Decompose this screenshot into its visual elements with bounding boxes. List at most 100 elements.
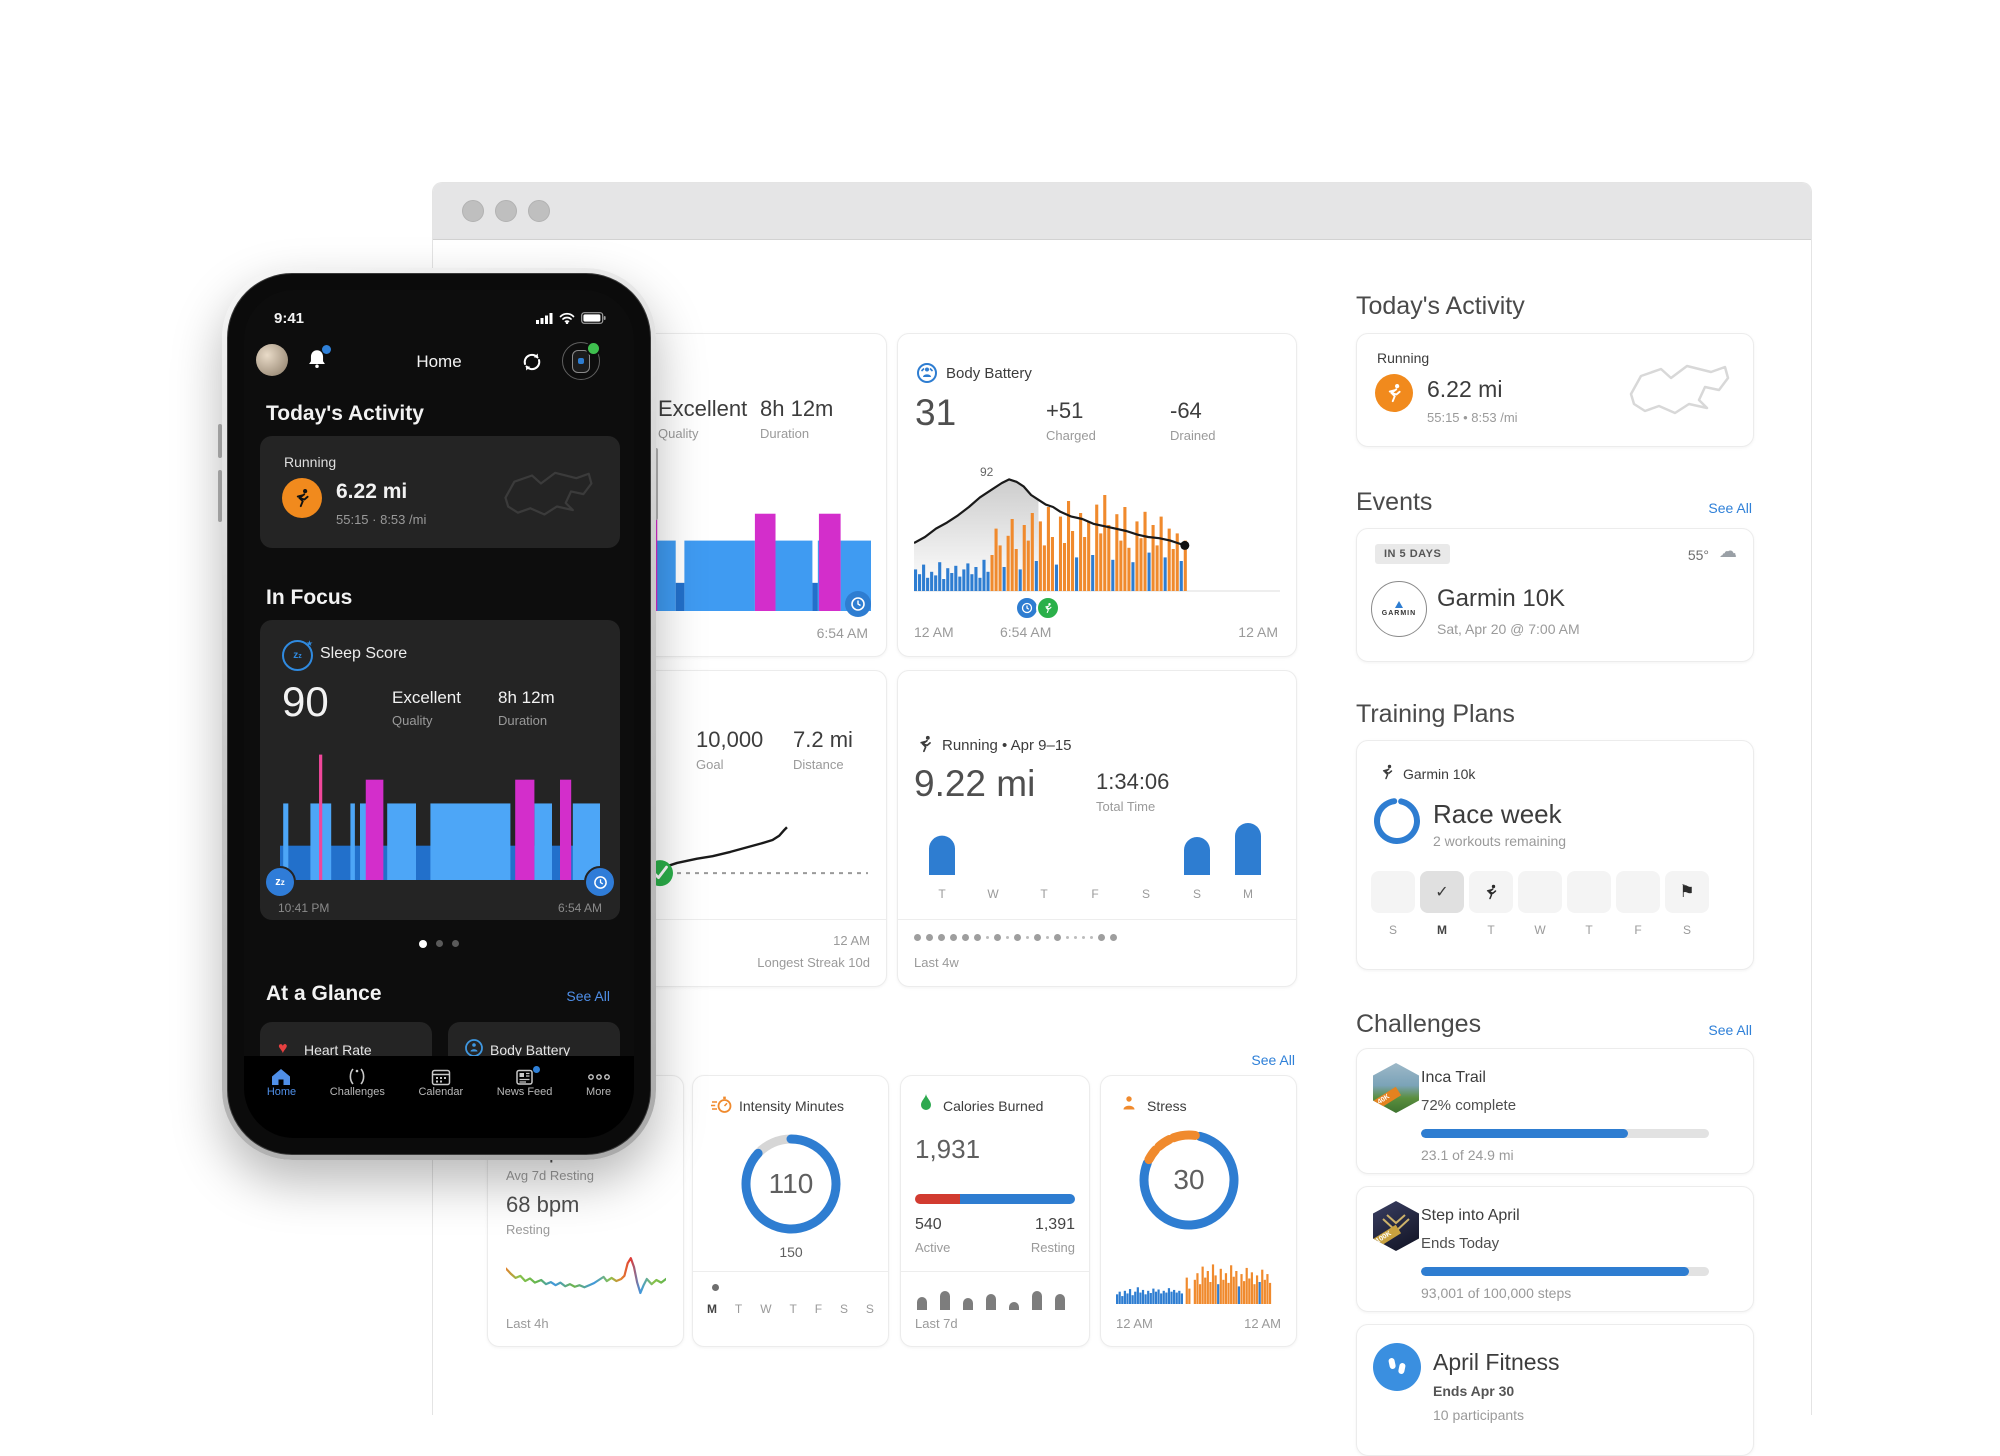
day-label: S: [1141, 887, 1150, 901]
window-close-button[interactable]: [462, 200, 484, 222]
window-zoom-button[interactable]: [528, 200, 550, 222]
training-day-cell[interactable]: [1518, 871, 1562, 913]
trend-dot: [1098, 933, 1105, 941]
status-time: 9:41: [274, 310, 305, 327]
day-label: T: [1585, 923, 1593, 937]
calories-active-label: Active: [915, 1240, 951, 1255]
page-dot-active[interactable]: [419, 940, 427, 948]
rc-today-heading: Today's Activity: [1356, 292, 1525, 320]
day-label: S: [839, 1302, 848, 1316]
nav-more[interactable]: More: [586, 1068, 611, 1098]
training-remaining: 2 workouts remaining: [1433, 833, 1567, 849]
challenge-title: April Fitness: [1433, 1349, 1560, 1375]
challenge-card-step-april[interactable]: 100K Step into April Ends Today 93,001 o…: [1356, 1186, 1754, 1312]
day-label: W: [987, 887, 999, 901]
day-label: M: [1437, 923, 1447, 937]
challenge-card-inca[interactable]: 40K Inca Trail 72% complete 23.1 of 24.9…: [1356, 1048, 1754, 1174]
phone-today-heading: Today's Activity: [266, 402, 424, 425]
page-dots[interactable]: [244, 940, 634, 948]
nav-label: Calendar: [418, 1086, 464, 1098]
intensity-day-labels: M T W T F S S: [707, 1302, 874, 1316]
rc-activity-type: Running: [1377, 350, 1430, 366]
rc-training-card[interactable]: Garmin 10k Race week 2 workouts remainin…: [1356, 740, 1754, 970]
challenge-detail: 93,001 of 100,000 steps: [1421, 1285, 1572, 1301]
rc-activity-card[interactable]: Running 6.22 mi 55:15 • 8:53 /mi: [1356, 333, 1754, 447]
trend-dot: [1046, 935, 1049, 939]
training-day-cell[interactable]: [1371, 871, 1415, 913]
challenge-card-april-fitness[interactable]: April Fitness Ends Apr 30 10 participant…: [1356, 1324, 1754, 1456]
phone-sleep-duration: 8h 12m: [498, 688, 555, 707]
phone-page-title: Home: [416, 352, 462, 371]
glance-see-all-link[interactable]: See All: [1251, 1052, 1295, 1068]
phone-sleep-card[interactable]: zz ★ Sleep Score 90 Excellent Quality 8h…: [260, 620, 620, 920]
phone-in-focus-heading: In Focus: [266, 586, 353, 609]
event-time: Sat, Apr 20 @ 7:00 AM: [1437, 621, 1580, 637]
training-day-cell-race[interactable]: ⚑: [1665, 871, 1709, 913]
phone-glance-see-all[interactable]: See All: [566, 988, 610, 1004]
phone-screen: 9:41 Home Today's Activity Running: [244, 290, 634, 1138]
rc-event-card[interactable]: IN 5 DAYS 55° ☁ GARMIN Garmin 10K Sat, A…: [1356, 528, 1754, 662]
running-trend-dots: [914, 933, 1117, 941]
notifications-bell-icon[interactable]: [306, 345, 331, 370]
trend-dot: [1066, 935, 1069, 939]
phone-volume-up-button[interactable]: [218, 424, 222, 458]
challenge-status: Ends Today: [1421, 1235, 1500, 1252]
device-watch-icon[interactable]: [562, 341, 601, 380]
running-week-card[interactable]: Running • Apr 9–15 9.22 mi 1:34:06 Total…: [897, 670, 1297, 987]
training-day-cell-run[interactable]: [1469, 871, 1513, 913]
intensity-title: Intensity Minutes: [739, 1098, 845, 1114]
trend-dot: [1034, 933, 1041, 941]
wake-time-clock-icon: [845, 591, 871, 617]
training-day-cell[interactable]: [1616, 871, 1660, 913]
trend-dot: [962, 933, 969, 941]
training-day-cell-completed[interactable]: ✓: [1420, 871, 1464, 913]
training-run-icon: [1379, 764, 1395, 780]
phone-activity-card[interactable]: Running 6.22 mi 55:15 · 8:53 /mi: [260, 436, 620, 548]
phone-sleep-chart: [280, 754, 600, 880]
challenges-see-all-link[interactable]: See All: [1708, 1022, 1752, 1038]
training-day-cell[interactable]: [1567, 871, 1611, 913]
steps-chart: [647, 826, 868, 887]
sync-icon[interactable]: [520, 350, 544, 374]
trend-dot: [926, 933, 933, 941]
runner-icon: [1486, 884, 1497, 900]
stress-card[interactable]: Stress 30 12 AM 12 AM: [1100, 1075, 1297, 1347]
calories-card[interactable]: Calories Burned 1,931 540 1,391 Active R…: [900, 1075, 1090, 1347]
nav-news-feed[interactable]: News Feed: [497, 1066, 552, 1098]
intensity-minutes-card[interactable]: Intensity Minutes 110 150 M T W T F S S: [692, 1075, 889, 1347]
sleep-end-time: 6:54 AM: [816, 625, 868, 641]
check-icon: ✓: [1435, 884, 1449, 901]
phone-volume-down-button[interactable]: [218, 470, 222, 522]
running-week-title: Running • Apr 9–15: [942, 737, 1072, 754]
phone-route-map-icon: [504, 471, 593, 516]
event-title: Garmin 10K: [1437, 585, 1566, 612]
window-minimize-button[interactable]: [495, 200, 517, 222]
events-see-all-link[interactable]: See All: [1708, 500, 1752, 516]
phone-running-icon: [282, 478, 322, 518]
trend-dot: [1054, 933, 1061, 941]
sleep-score-icon: zz ★: [282, 639, 313, 671]
stress-x-left: 12 AM: [1116, 1316, 1153, 1331]
steps-goal-value: 10,000: [696, 727, 764, 752]
nav-challenges[interactable]: Challenges: [330, 1068, 385, 1098]
body-battery-card[interactable]: Body Battery 31 +51 Charged -64 Drained …: [897, 333, 1297, 657]
calories-split-bar: [915, 1194, 1075, 1204]
body-battery-charged-value: +51: [1046, 398, 1084, 423]
bb-x-left: 12 AM: [914, 624, 954, 640]
avatar[interactable]: [256, 344, 288, 376]
challenge-detail: 10 participants: [1433, 1407, 1525, 1423]
phone: 9:41 Home Today's Activity Running: [222, 268, 656, 1160]
body-battery-value: 31: [915, 392, 957, 433]
nav-home[interactable]: Home: [267, 1068, 296, 1098]
bb-x-mid: 6:54 AM: [1000, 624, 1052, 640]
body-battery-peak-label: 92: [980, 465, 994, 479]
garmin-logo-delta: [1395, 601, 1403, 608]
device-connected-dot: [586, 341, 601, 356]
page-dot[interactable]: [452, 940, 459, 947]
page-dot[interactable]: [436, 940, 443, 947]
wifi-icon: [559, 312, 575, 324]
nav-calendar[interactable]: Calendar: [418, 1068, 463, 1098]
bb-x-right: 12 AM: [1238, 624, 1278, 640]
notification-dot: [322, 345, 331, 354]
phone-power-button[interactable]: [654, 448, 658, 520]
